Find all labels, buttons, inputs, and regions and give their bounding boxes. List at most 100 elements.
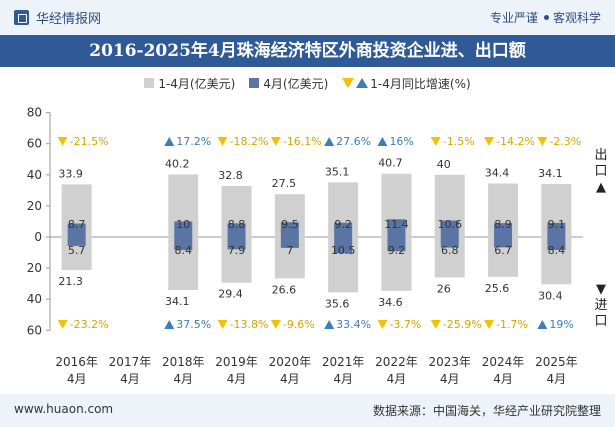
export-monthly-bar <box>547 222 566 237</box>
import-cumulative-label: 25.6 <box>485 282 510 295</box>
export-growth-marker <box>537 137 548 146</box>
export-monthly-label: 10 <box>176 218 190 231</box>
import-growth-label: 19% <box>549 318 573 331</box>
tagline: 专业严谨 客观科学 <box>490 9 601 26</box>
export-side-label: 出口 ▲ <box>593 148 609 196</box>
legend-item-growth: 1-4月同比增速(%) <box>342 75 471 92</box>
tagline-1: 专业严谨 <box>489 11 538 25</box>
x-tick-label-month: 4月 <box>173 372 193 386</box>
export-growth-label: 16% <box>389 135 413 148</box>
legend-triangle-down-icon <box>342 78 355 88</box>
import-monthly-label: 8.4 <box>548 244 566 257</box>
footer-site: www.huaon.com <box>14 402 114 416</box>
import-cumulative-label: 21.3 <box>58 275 83 288</box>
import-cumulative-label: 35.6 <box>325 297 350 310</box>
import-side-label: ▼ 进口 <box>593 282 609 330</box>
import-growth-label: -13.8% <box>230 318 269 331</box>
import-growth-label: -25.9% <box>443 318 482 331</box>
import-growth-label: -3.7% <box>389 318 421 331</box>
import-cumulative-label: 30.4 <box>538 289 563 302</box>
x-tick-label-month: 4月 <box>440 372 460 386</box>
export-monthly-label: 9.1 <box>548 218 566 231</box>
legend-swatch-gray <box>144 78 155 88</box>
export-label: 出口 <box>594 148 608 179</box>
x-tick-label-month: 4月 <box>67 372 87 386</box>
export-monthly-label: 11.4 <box>384 218 409 231</box>
import-growth-label: -1.7% <box>496 318 528 331</box>
import-growth-marker <box>164 320 175 329</box>
header-bar: 华经情报网 专业严谨 客观科学 <box>0 0 615 35</box>
y-tick-label: 20 <box>27 199 42 213</box>
legend-label-growth: 1-4月同比增速(%) <box>370 76 471 91</box>
export-cumulative-label: 40.7 <box>378 157 403 170</box>
brand-name: 华经情报网 <box>36 12 102 27</box>
export-cumulative-label: 40.2 <box>165 157 190 170</box>
export-growth-label: -14.2% <box>496 135 535 148</box>
x-tick-label-year: 2022年 <box>375 355 418 369</box>
x-tick-label-month: 4月 <box>547 372 567 386</box>
import-growth-marker <box>377 320 388 329</box>
export-monthly-bar <box>334 222 353 237</box>
legend-label-cumulative: 1-4月(亿美元) <box>158 76 236 91</box>
export-growth-marker <box>217 137 228 146</box>
export-monthly-bar <box>387 219 406 237</box>
y-tick-label: 80 <box>27 106 42 120</box>
tagline-2: 客观科学 <box>552 11 601 25</box>
import-monthly-bar <box>494 237 513 248</box>
y-tick-label: 40 <box>27 292 42 306</box>
dot-icon <box>543 15 549 20</box>
export-cumulative-label: 27.5 <box>272 177 297 190</box>
import-cumulative-label: 26.6 <box>272 283 297 296</box>
import-monthly-label: 10.5 <box>331 244 356 257</box>
export-growth-marker <box>484 137 495 146</box>
import-label: 进口 <box>594 298 608 329</box>
import-growth-label: -23.2% <box>70 318 109 331</box>
export-growth-marker <box>324 137 335 146</box>
import-growth-label: 33.4% <box>336 318 371 331</box>
x-tick-label-year: 2017年 <box>109 355 152 369</box>
legend-item-monthly: 4月(亿美元) <box>249 75 328 92</box>
y-tick-label: 40 <box>27 168 42 182</box>
export-monthly-bar <box>494 223 513 237</box>
export-monthly-bar <box>280 222 299 237</box>
x-tick-label-year: 2016年 <box>55 355 98 369</box>
footer-source: 数据来源：中国海关，华经产业研究院整理 <box>372 404 601 418</box>
export-monthly-bar <box>440 220 459 237</box>
export-monthly-label: 8.9 <box>494 218 512 231</box>
y-tick-label: 0 <box>34 230 42 244</box>
export-cumulative-label: 33.9 <box>58 167 83 180</box>
export-growth-marker <box>57 137 68 146</box>
import-monthly-bar <box>547 237 566 251</box>
chart-title: 2016-2025年4月珠海经济特区外商投资企业进、出口额 <box>0 35 615 67</box>
export-growth-marker <box>270 137 281 146</box>
x-tick-label-year: 2025年 <box>535 355 578 369</box>
export-arrow-icon: ▲ <box>596 180 606 195</box>
legend-label-monthly: 4月(亿美元) <box>263 76 329 91</box>
import-growth-marker <box>57 320 68 329</box>
export-monthly-label: 9.2 <box>334 218 352 231</box>
import-arrow-icon: ▼ <box>596 282 606 297</box>
import-cumulative-label: 34.6 <box>378 296 403 309</box>
export-growth-label: 17.2% <box>176 135 211 148</box>
import-growth-label: -9.6% <box>283 318 315 331</box>
import-growth-marker <box>324 320 335 329</box>
import-monthly-label: 9.2 <box>388 244 406 257</box>
export-cumulative-label: 40 <box>437 158 451 171</box>
x-tick-label-month: 4月 <box>493 372 513 386</box>
y-tick-label: 60 <box>27 323 42 337</box>
import-monthly-bar <box>174 237 193 251</box>
x-tick-label-month: 4月 <box>280 372 300 386</box>
import-monthly-bar <box>334 237 353 254</box>
import-monthly-label: 7.9 <box>228 244 246 257</box>
export-cumulative-label: 32.8 <box>218 169 243 182</box>
export-growth-label: -21.5% <box>70 135 109 148</box>
export-monthly-bar <box>174 221 193 237</box>
x-tick-label-month: 4月 <box>333 372 353 386</box>
import-monthly-bar <box>67 237 86 246</box>
import-monthly-label: 6.7 <box>494 244 512 257</box>
import-growth-marker <box>484 320 495 329</box>
export-growth-label: 27.6% <box>336 135 371 148</box>
x-tick-label-month: 4月 <box>227 372 247 386</box>
export-monthly-label: 10.6 <box>438 218 463 231</box>
import-monthly-bar <box>387 237 406 252</box>
